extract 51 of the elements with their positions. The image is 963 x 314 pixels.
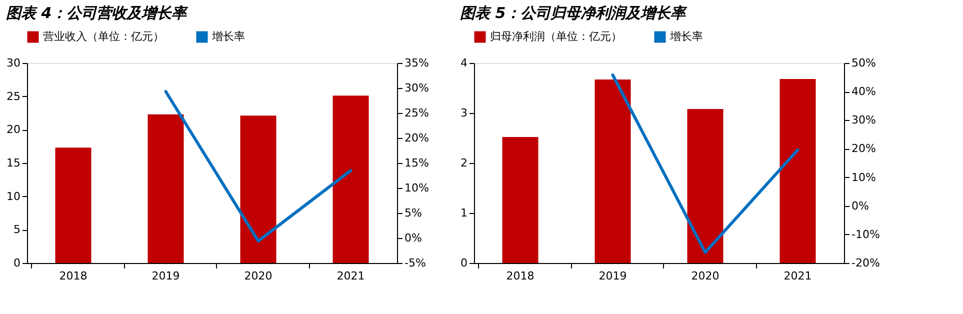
bar	[502, 137, 538, 263]
y2-tick-label: 30%	[852, 114, 876, 127]
y-tick-label: 5	[14, 223, 20, 236]
x-tick-label: 2020	[691, 270, 720, 282]
x-tick-label: 2018	[506, 270, 534, 282]
y-tick-label: 0	[460, 256, 468, 270]
y2-tick-label: 20%	[852, 142, 876, 156]
y2-tick-label: 35%	[404, 56, 429, 70]
y2-tick-label: 40%	[852, 85, 876, 98]
bar	[148, 114, 184, 263]
x-tick-label: 2018	[59, 270, 88, 282]
y-tick-label: 4	[460, 56, 468, 70]
y2-tick-label: -5%	[404, 256, 426, 270]
y-tick-label: 2	[460, 156, 468, 170]
y-tick-label: 3	[460, 106, 468, 120]
y2-tick-label: 25%	[404, 106, 429, 120]
y2-tick-label: 30%	[404, 82, 429, 94]
bar	[240, 116, 276, 263]
chart-title: 图表 5：公司归母净利润及增长率	[460, 4, 688, 22]
x-tick-label: 2021	[784, 270, 812, 282]
y-tick-label: 1	[460, 206, 468, 220]
y2-tick-label: 20%	[404, 132, 429, 144]
y-tick-label: 20	[6, 123, 20, 136]
bar	[780, 79, 816, 263]
y-tick-label: 10	[6, 190, 20, 203]
y-tick-label: 0	[14, 256, 20, 270]
legend-label: 营业收入（单位：亿元）	[43, 30, 164, 43]
bar	[687, 109, 724, 263]
bar	[332, 96, 369, 263]
y2-tick-label: 5%	[404, 206, 422, 220]
bar	[594, 80, 631, 263]
x-tick-label: 2020	[244, 270, 272, 282]
bar	[55, 148, 92, 263]
y2-tick-label: -10%	[852, 228, 880, 241]
y2-tick-label: -20%	[852, 256, 880, 270]
y-tick-label: 15	[6, 156, 20, 170]
y-tick-label: 30	[6, 56, 20, 70]
x-tick-label: 2019	[152, 270, 180, 282]
legend-label: 增长率	[211, 30, 245, 43]
y2-tick-label: 10%	[404, 182, 429, 194]
chart-title: 图表 4：公司营收及增长率	[6, 4, 189, 22]
y2-tick-label: 0%	[852, 199, 869, 212]
legend-label: 增长率	[669, 30, 703, 43]
x-tick-label: 2021	[336, 270, 365, 282]
legend-label: 归母净利润（单位：亿元）	[490, 30, 622, 43]
x-tick-label: 2019	[598, 270, 627, 282]
y2-tick-label: 50%	[852, 56, 876, 70]
y-tick-label: 25	[6, 90, 20, 103]
y2-tick-label: 10%	[852, 170, 876, 184]
y2-tick-label: 15%	[404, 156, 429, 170]
y2-tick-label: 0%	[404, 232, 422, 244]
